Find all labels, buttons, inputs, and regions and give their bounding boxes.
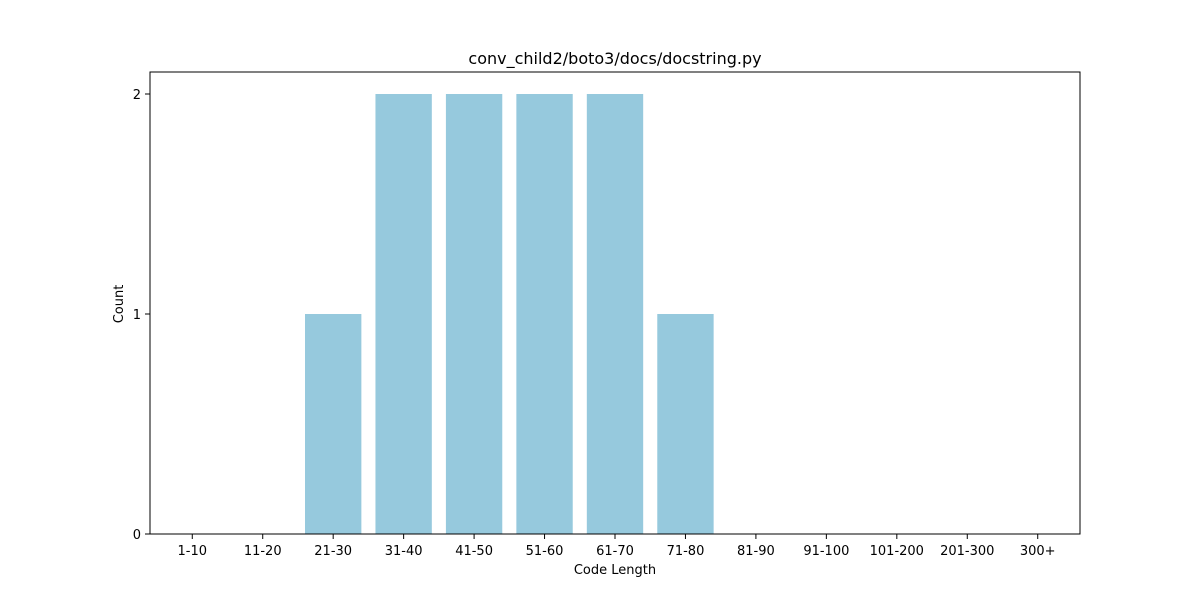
bar-31-40 <box>375 94 432 534</box>
x-tick-label: 201-300 <box>940 544 994 559</box>
x-tick-label: 71-80 <box>667 544 705 559</box>
x-tick-label: 91-100 <box>803 544 849 559</box>
x-tick-label: 31-40 <box>385 544 423 559</box>
bar-51-60 <box>516 94 573 534</box>
bar-41-50 <box>445 94 503 534</box>
x-tick-label: 61-70 <box>596 544 634 559</box>
bar-71-80 <box>657 314 714 534</box>
x-tick-label: 1-10 <box>178 544 208 559</box>
x-tick-label: 21-30 <box>314 544 352 559</box>
x-tick-label: 41-50 <box>455 544 493 559</box>
x-tick-label: 11-20 <box>244 544 282 559</box>
x-axis-label: Code Length <box>574 563 656 578</box>
y-axis-label: Count <box>112 285 127 324</box>
bars-layer <box>305 94 714 534</box>
y-tick-label: 0 <box>133 528 141 543</box>
x-tick-label: 101-200 <box>870 544 924 559</box>
x-tick-label: 300+ <box>1020 544 1056 559</box>
x-axis: 1-10 11-20 21-30 31-40 41-50 51-60 61-70 71-80 8… <box>178 534 1056 559</box>
bar-61-70 <box>586 94 644 534</box>
x-tick-label: 81-90 <box>737 544 775 559</box>
chart-title: conv_child2/boto3/docs/docstring.py <box>468 49 761 69</box>
bar-21-30 <box>305 314 362 534</box>
y-tick-label: 1 <box>133 308 141 323</box>
y-tick-label: 2 <box>133 88 141 103</box>
y-axis: 0 1 2 <box>133 88 150 543</box>
x-tick-label: 51-60 <box>526 544 564 559</box>
